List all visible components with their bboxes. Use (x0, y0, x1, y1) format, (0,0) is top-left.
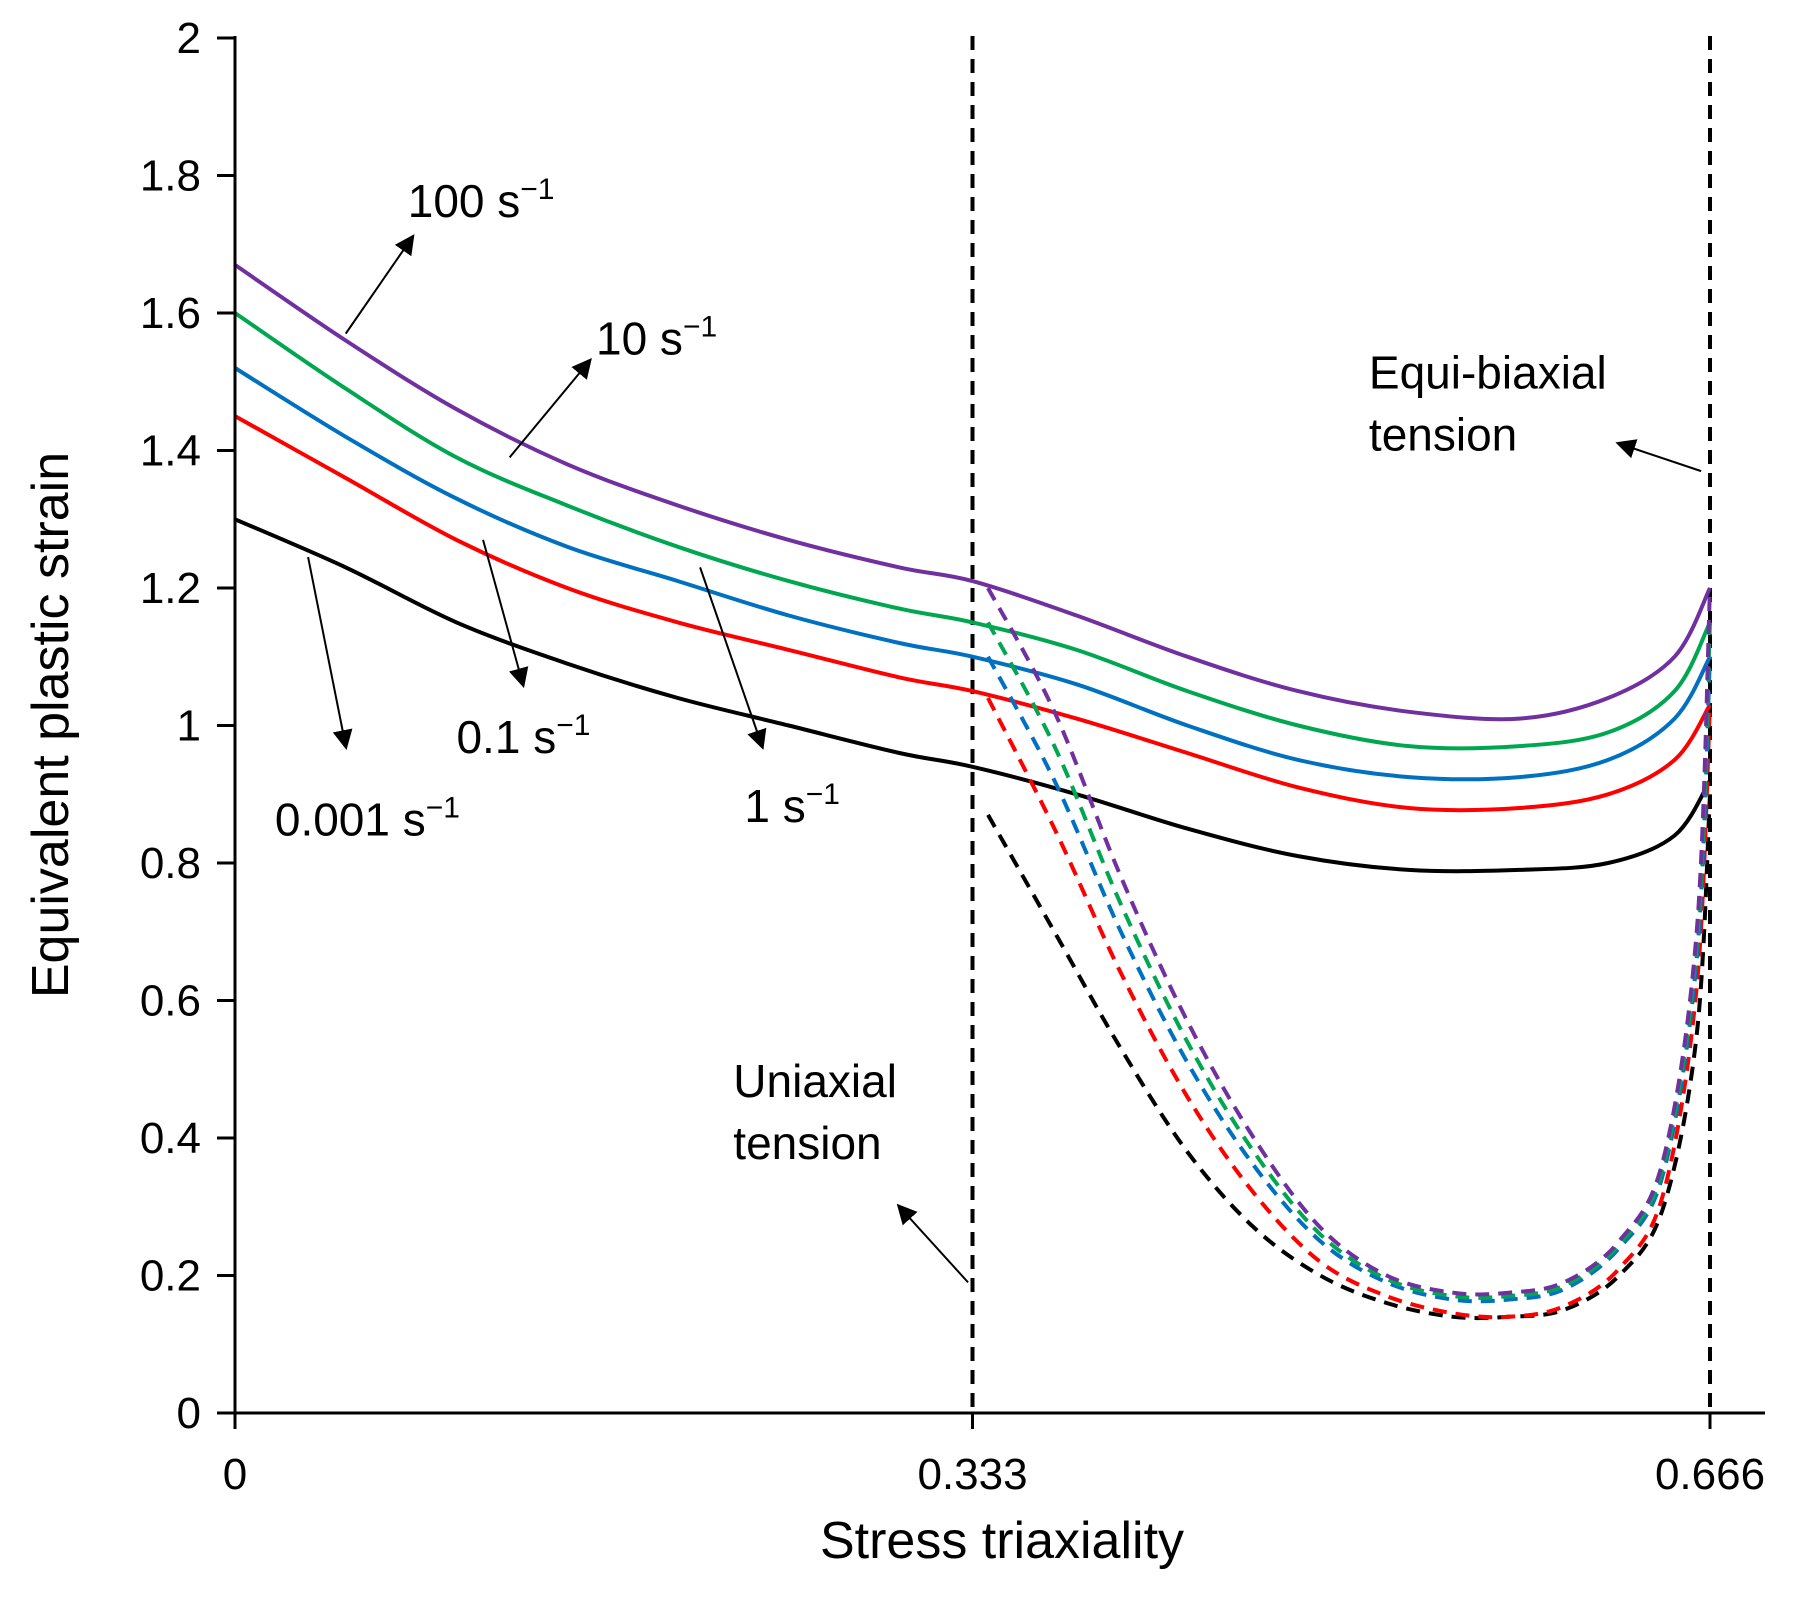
series-line-dashed (986, 587, 1712, 1297)
y-tick-label: 1.4 (140, 427, 201, 476)
annotation-label: tension (1369, 409, 1517, 461)
annotation-6: Equi-biaxial tension (1369, 347, 1702, 473)
series-3 (233, 311, 1712, 1300)
annotation-arrow (896, 1203, 969, 1284)
series-line-solid (234, 414, 1712, 813)
annotation-2: 0.1 s−1 (456, 539, 590, 763)
annotation-arrow (482, 539, 529, 689)
rate-label: 0.1 s−1 (456, 709, 590, 763)
y-tick-label: 1 (177, 702, 201, 751)
series-line-dashed (986, 655, 1712, 1304)
axes: 0 0.2 0.4 0.6 0.8 1 1.2 1.4 1.6 1.8 2 0 0.333 0.666 (140, 14, 1765, 1499)
rate-label: 10 s−1 (596, 310, 717, 364)
series-line-solid (234, 517, 1712, 874)
y-tick-label: 0.2 (140, 1252, 201, 1301)
x-tick-label: 0.333 (917, 1450, 1027, 1499)
series-line-dashed (986, 794, 1712, 1321)
series-line-solid (233, 311, 1712, 751)
y-tick-label: 1.2 (140, 564, 201, 613)
y-tick-label: 1.6 (140, 289, 201, 338)
y-tick-label: 0.4 (140, 1114, 201, 1163)
annotation-arrow (307, 556, 353, 751)
annotation-label: Equi-biaxial (1369, 347, 1607, 399)
annotation-0: 100 s−1 (344, 173, 555, 335)
y-tick-label: 0.6 (140, 977, 201, 1026)
series-line-solid (233, 263, 1712, 722)
annotation-3: 1 s−1 (699, 567, 840, 832)
annotations: 100 s−1 10 s−1 0.1 s−1 1 s−1 0.001 s−1 Uniaxi… (275, 173, 1702, 1284)
y-axis-title: Equivalent plastic strain (22, 452, 80, 998)
series-4 (233, 263, 1712, 1297)
reference-lines (970, 36, 1712, 1413)
x-tick-label: 0.666 (1655, 1450, 1765, 1499)
series-0 (234, 517, 1712, 1321)
y-tick-label: 0.8 (140, 839, 201, 888)
series-1 (234, 414, 1712, 1320)
annotation-4: 0.001 s−1 (275, 556, 460, 846)
annotation-1: 10 s−1 (508, 310, 717, 459)
annotation-label: Uniaxial (733, 1055, 897, 1107)
x-axis-title: Stress triaxiality (820, 1512, 1184, 1570)
x-tick-label: 0 (223, 1450, 247, 1499)
rate-label: 100 s−1 (408, 173, 555, 227)
series-line-dashed (986, 697, 1712, 1320)
y-tick-label: 0 (177, 1389, 201, 1438)
series-layer (233, 263, 1712, 1321)
annotation-arrow (508, 358, 592, 459)
annotation-5: Uniaxial tension (733, 1055, 969, 1284)
series-line-dashed (986, 621, 1712, 1300)
rate-label: 1 s−1 (744, 778, 840, 832)
y-tick-label: 1.8 (140, 152, 201, 201)
series-line-solid (233, 366, 1712, 782)
annotation-arrow (699, 567, 767, 750)
annotation-arrow (344, 234, 415, 335)
annotation-arrow (1615, 439, 1702, 473)
y-tick-label: 2 (177, 14, 201, 63)
annotation-label: tension (733, 1117, 881, 1169)
rate-label: 0.001 s−1 (275, 792, 460, 846)
